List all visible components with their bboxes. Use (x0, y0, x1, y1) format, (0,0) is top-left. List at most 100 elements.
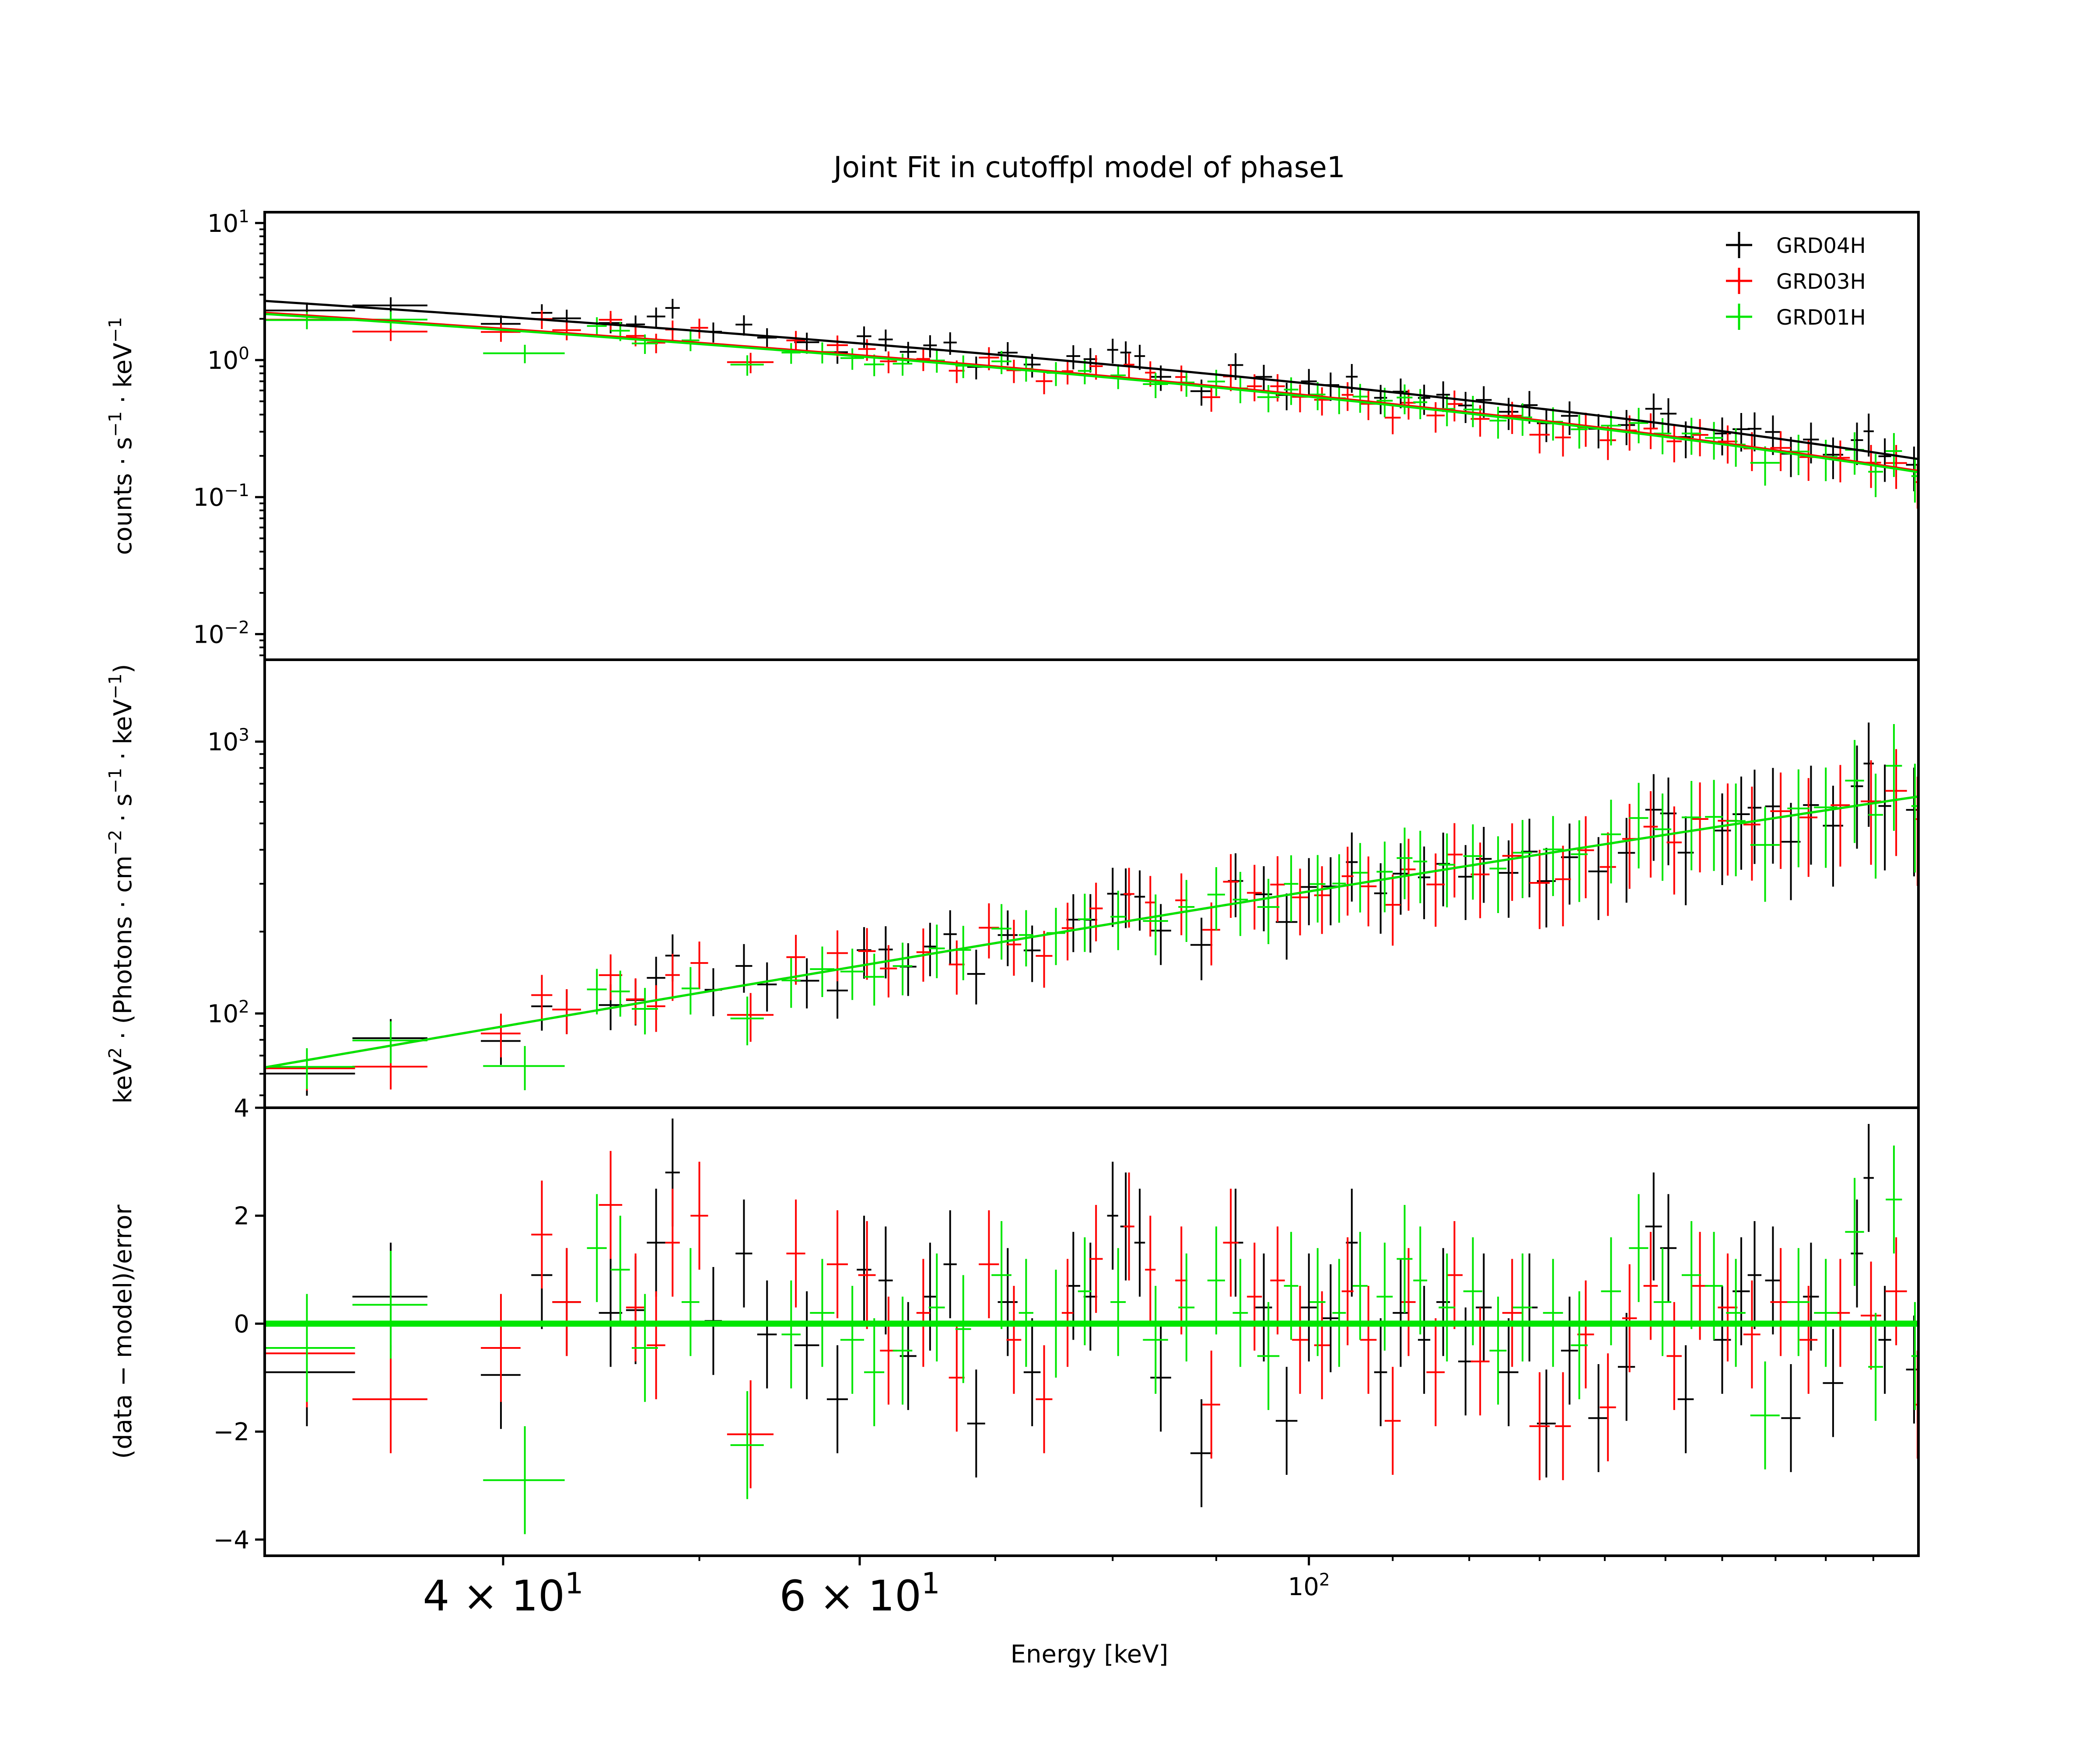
legend: GRD04H GRD03H GRD01H (1726, 232, 1866, 330)
data-point (928, 1253, 945, 1362)
y-tick-label-eeuf: 103 (207, 725, 249, 757)
model-line-GRD03H (265, 312, 1918, 472)
data-point (665, 299, 680, 319)
data-point (552, 1248, 581, 1356)
data-point (979, 903, 999, 959)
data-point (923, 1242, 937, 1351)
data-point (1489, 1296, 1507, 1405)
data-point (1803, 766, 1819, 865)
data-point (786, 1199, 805, 1308)
data-point (1376, 841, 1393, 913)
data-point (1543, 1259, 1563, 1367)
data-point (967, 1369, 985, 1478)
data-point (626, 1253, 645, 1362)
data-point (1803, 1242, 1819, 1351)
data-point (1561, 1296, 1578, 1405)
data-point (1512, 1253, 1533, 1362)
data-point (1396, 384, 1413, 414)
y-tick-label-counts: 101 (207, 206, 249, 238)
data-point (727, 353, 774, 374)
x-axis-label: Energy [keV] (1011, 1640, 1169, 1669)
data-point (1878, 1286, 1891, 1394)
data-point (991, 904, 1012, 960)
data-point (690, 942, 708, 990)
data-point (880, 351, 897, 374)
data-point (1770, 772, 1791, 869)
data-point (1314, 866, 1330, 934)
data-point (1089, 1205, 1103, 1313)
data-point (1202, 902, 1220, 966)
y-tick-label-counts: 10−2 (193, 618, 249, 649)
data-point (1458, 845, 1473, 920)
data-point (892, 942, 913, 995)
data-point (943, 1210, 957, 1319)
data-point (1571, 1291, 1588, 1400)
data-point (1396, 827, 1413, 900)
panel-frame-residuals (263, 1106, 1920, 1557)
data-point (1143, 1286, 1168, 1394)
data-point (1681, 1221, 1701, 1329)
data-point (826, 1210, 848, 1319)
y-tick-label-residuals: 0 (234, 1310, 249, 1338)
data-point (1257, 1302, 1280, 1410)
data-point (1571, 414, 1588, 449)
data-point (1284, 855, 1298, 922)
data-point (483, 1426, 565, 1534)
data-point (1502, 823, 1522, 901)
y-tick-label-residuals: 2 (234, 1202, 249, 1231)
data-point (1529, 1372, 1550, 1480)
data-point (483, 344, 565, 364)
data-point (1799, 1286, 1818, 1394)
data-point (1018, 1259, 1033, 1367)
y-tick-label-residuals: −4 (213, 1526, 249, 1554)
data-point (1629, 783, 1648, 868)
data-point (531, 1180, 553, 1289)
data-point (1384, 1367, 1401, 1475)
data-point (1555, 845, 1571, 927)
data-point (1134, 870, 1145, 931)
data-point (1868, 454, 1883, 497)
data-point (587, 317, 607, 336)
data-point (1150, 1323, 1171, 1432)
legend-item: GRD03H (1726, 268, 1866, 294)
data-point (1906, 446, 1918, 491)
data-point (1446, 390, 1463, 422)
data-point (1666, 806, 1682, 895)
data-point (735, 1199, 752, 1308)
x-tick-label: 6 × 101 (779, 1566, 940, 1620)
data-point (1232, 1259, 1248, 1367)
data-point (727, 1380, 774, 1488)
data-point (955, 1275, 971, 1383)
data-point (1512, 820, 1533, 898)
data-point (858, 928, 876, 980)
panel-residuals: 4 2 0 −2 −4 (data − model)/error (109, 1094, 1920, 1557)
data-point (1529, 420, 1550, 454)
data-point (1781, 1364, 1801, 1472)
data-point (481, 1013, 521, 1057)
data-point (1555, 1372, 1571, 1480)
data-point (647, 307, 665, 327)
data-point (794, 1291, 819, 1400)
data-point (1463, 1237, 1483, 1345)
data-point (1143, 894, 1168, 956)
data-point (1750, 1361, 1780, 1470)
data-point (1275, 893, 1298, 960)
data-point (1374, 1318, 1387, 1426)
data-point (730, 355, 764, 376)
model-line-GRD01H (265, 795, 1918, 1069)
data-point (1120, 341, 1131, 367)
data-point (1543, 816, 1563, 896)
data-point (1885, 749, 1907, 856)
data-point (1352, 843, 1368, 913)
data-point (598, 954, 623, 1001)
data-point (1426, 1318, 1445, 1426)
data-point (1653, 1248, 1672, 1356)
y-axis-label-counts: counts · s−1 · keV−1 (105, 317, 137, 555)
data-point (681, 967, 700, 1015)
legend-label: GRD01H (1776, 305, 1866, 330)
data-point (598, 1151, 623, 1259)
data-point (1660, 398, 1677, 435)
data-point (1666, 1302, 1682, 1410)
data-point (1476, 827, 1492, 903)
data-point (923, 335, 937, 358)
